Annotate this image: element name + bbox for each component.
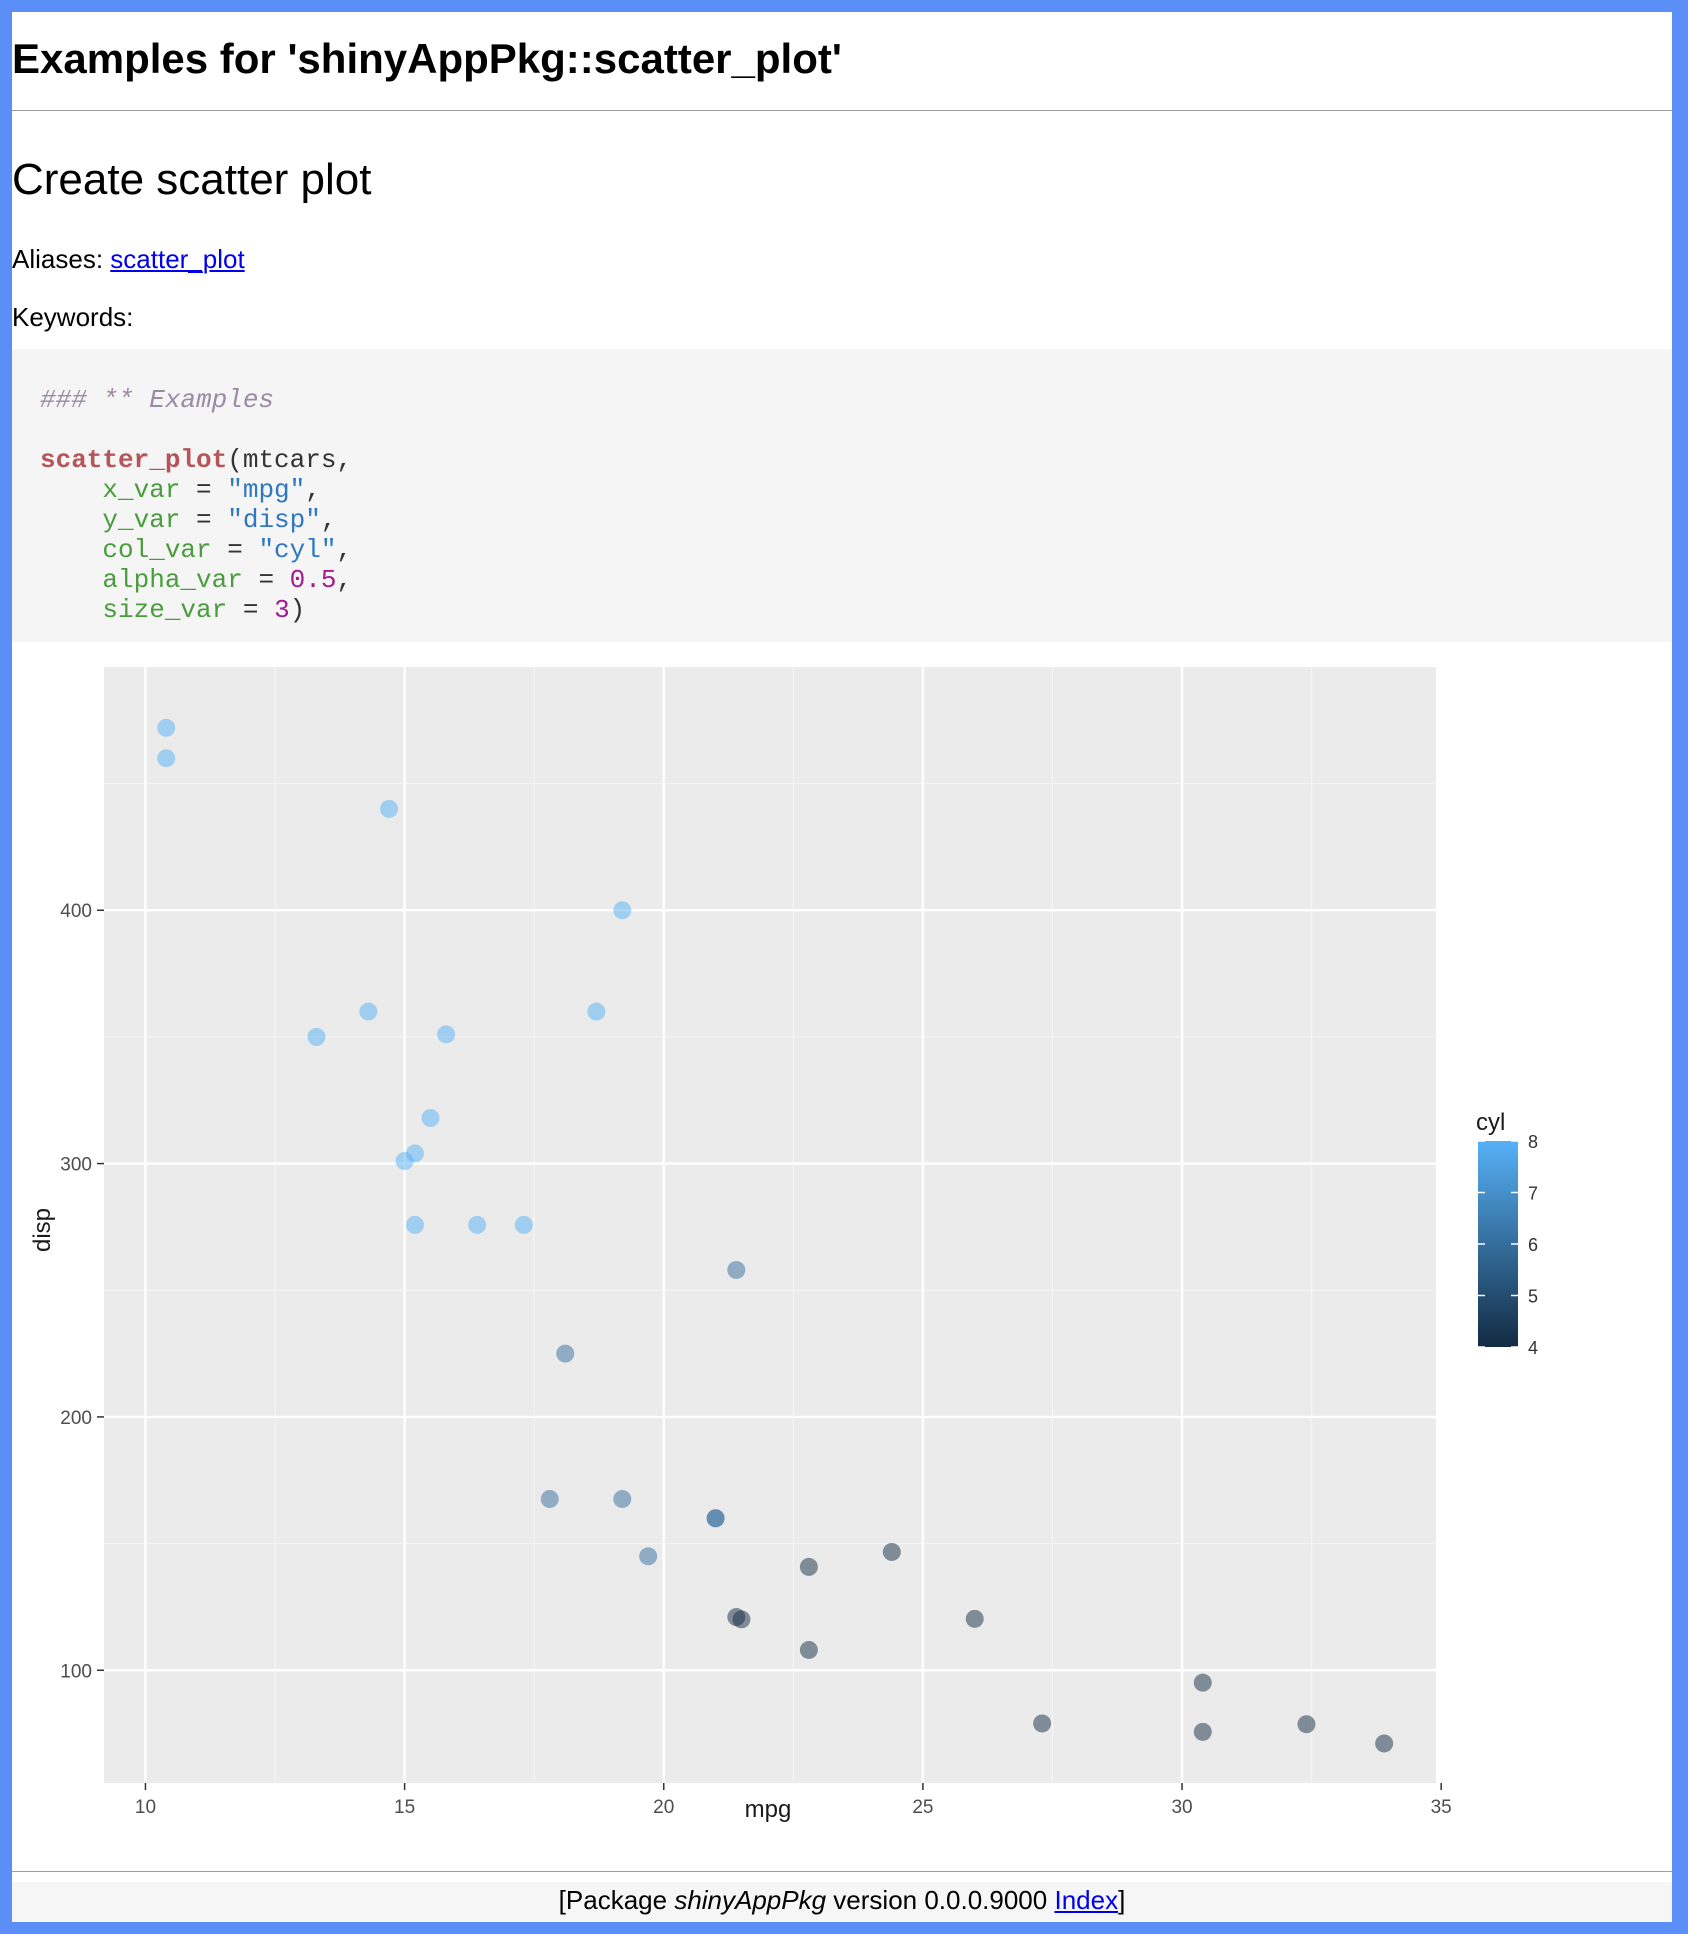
data-points	[157, 718, 1394, 1753]
y-axis-label: disp	[29, 1208, 56, 1252]
y-tick-label: 200	[60, 1408, 92, 1429]
code-first-arg: (mtcars,	[227, 445, 353, 475]
footer-prefix: [Package	[558, 1885, 675, 1915]
data-point	[613, 901, 632, 920]
footer-version: version 0.0.0.9000	[826, 1885, 1055, 1915]
y-tick-label: 100	[60, 1661, 92, 1682]
x-tick-label: 30	[1171, 1797, 1192, 1818]
major-gridlines	[104, 667, 1443, 1783]
code-arg-name: col_var	[102, 535, 212, 565]
x-tick-label: 20	[653, 1797, 674, 1818]
code-op: =	[180, 475, 228, 505]
data-point	[706, 1509, 725, 1528]
data-point	[157, 718, 176, 737]
data-point	[1297, 1715, 1316, 1734]
section-title: Create scatter plot	[12, 155, 372, 204]
x-tick-label: 10	[135, 1797, 156, 1818]
code-arg-value: "cyl"	[258, 535, 337, 565]
code-op: =	[211, 535, 259, 565]
aliases-row: Aliases: scatter_plot	[12, 246, 245, 272]
code-punct: ,	[336, 565, 353, 595]
page-title: Examples for 'shinyAppPkg::scatter_plot'	[12, 35, 842, 82]
data-point	[405, 1215, 424, 1234]
data-point	[799, 1557, 818, 1576]
data-point	[1193, 1722, 1212, 1741]
data-point	[587, 1002, 606, 1021]
code-arg-name: y_var	[102, 505, 181, 535]
x-tick-labels: 10 15 20 25 30 35	[135, 1797, 1452, 1818]
data-point	[307, 1027, 326, 1046]
data-point	[421, 1108, 440, 1127]
data-point	[882, 1542, 901, 1561]
legend-ticks: 4 5 6 7 8	[1478, 1132, 1538, 1358]
plot-panel	[104, 667, 1436, 1783]
axis-ticks	[97, 909, 1442, 1790]
legend-title: cyl	[1476, 1109, 1505, 1136]
code-op: =	[180, 505, 228, 535]
data-point	[468, 1215, 487, 1234]
code-punct: ,	[336, 535, 353, 565]
code-text: ### ** Examples scatter_plot(mtcars, x_v…	[40, 385, 352, 625]
data-point	[157, 749, 176, 768]
keywords-label: Keywords:	[12, 302, 134, 332]
data-point	[965, 1609, 984, 1628]
data-point	[556, 1344, 575, 1363]
code-arg-value: 3	[274, 595, 290, 625]
data-point	[799, 1640, 818, 1659]
page: Examples for 'shinyAppPkg::scatter_plot'…	[12, 12, 1672, 1922]
footer-package-name: shinyAppPkg	[674, 1885, 827, 1915]
code-arg-name: alpha_var	[102, 565, 243, 595]
data-point	[437, 1025, 456, 1044]
data-point	[639, 1547, 658, 1566]
data-point	[1193, 1673, 1212, 1692]
legend-tick-label: 4	[1528, 1338, 1538, 1358]
data-point	[613, 1489, 632, 1508]
code-op: =	[227, 595, 275, 625]
footer: [Package shinyAppPkg version 0.0.0.9000 …	[12, 1882, 1672, 1922]
code-block: ### ** Examples scatter_plot(mtcars, x_v…	[12, 349, 1672, 642]
code-punct: )	[289, 595, 306, 625]
y-tick-label: 300	[60, 1155, 92, 1176]
y-tick-labels: 100 200 300 400	[60, 901, 92, 1682]
code-punct: ,	[305, 475, 321, 505]
legend-tick-label: 7	[1528, 1184, 1538, 1204]
footer-divider	[12, 1871, 1672, 1872]
x-tick-label: 35	[1431, 1797, 1452, 1818]
data-point	[1033, 1714, 1052, 1733]
legend-tick-label: 6	[1528, 1235, 1538, 1255]
data-point	[359, 1002, 378, 1021]
x-tick-label: 15	[394, 1797, 415, 1818]
code-function: scatter_plot	[40, 445, 228, 475]
data-point	[380, 799, 399, 818]
data-point	[727, 1260, 746, 1279]
x-tick-label: 25	[912, 1797, 933, 1818]
footer-suffix: ]	[1118, 1885, 1126, 1915]
alias-link[interactable]: scatter_plot	[110, 244, 245, 274]
scatter-chart: 10 15 20 25 30 35 100 200 300 400 mpg disp cyl 4…	[29, 667, 1538, 1823]
data-point	[514, 1215, 533, 1234]
code-punct: ,	[320, 505, 337, 535]
minor-gridlines	[104, 667, 1436, 1783]
color-legend: cyl 4 5 6 7 8	[1476, 1109, 1538, 1358]
data-point	[1375, 1734, 1394, 1753]
data-point	[395, 1152, 414, 1171]
divider	[12, 110, 1672, 111]
code-arg-value: "mpg"	[227, 475, 306, 505]
data-point	[727, 1608, 746, 1627]
y-tick-label: 400	[60, 901, 92, 922]
aliases-label: Aliases:	[12, 244, 104, 274]
data-point	[540, 1489, 559, 1508]
index-link[interactable]: Index	[1054, 1885, 1119, 1915]
legend-tick-label: 8	[1528, 1132, 1538, 1152]
legend-tick-label: 5	[1528, 1287, 1538, 1307]
code-arg-value: 0.5	[289, 565, 337, 595]
code-op: =	[242, 565, 290, 595]
code-comment: ### ** Examples	[40, 385, 275, 415]
code-arg-value: "disp"	[227, 505, 321, 535]
code-arg-name: x_var	[102, 475, 181, 505]
code-arg-name: size_var	[102, 595, 228, 625]
x-axis-label: mpg	[745, 1796, 792, 1823]
